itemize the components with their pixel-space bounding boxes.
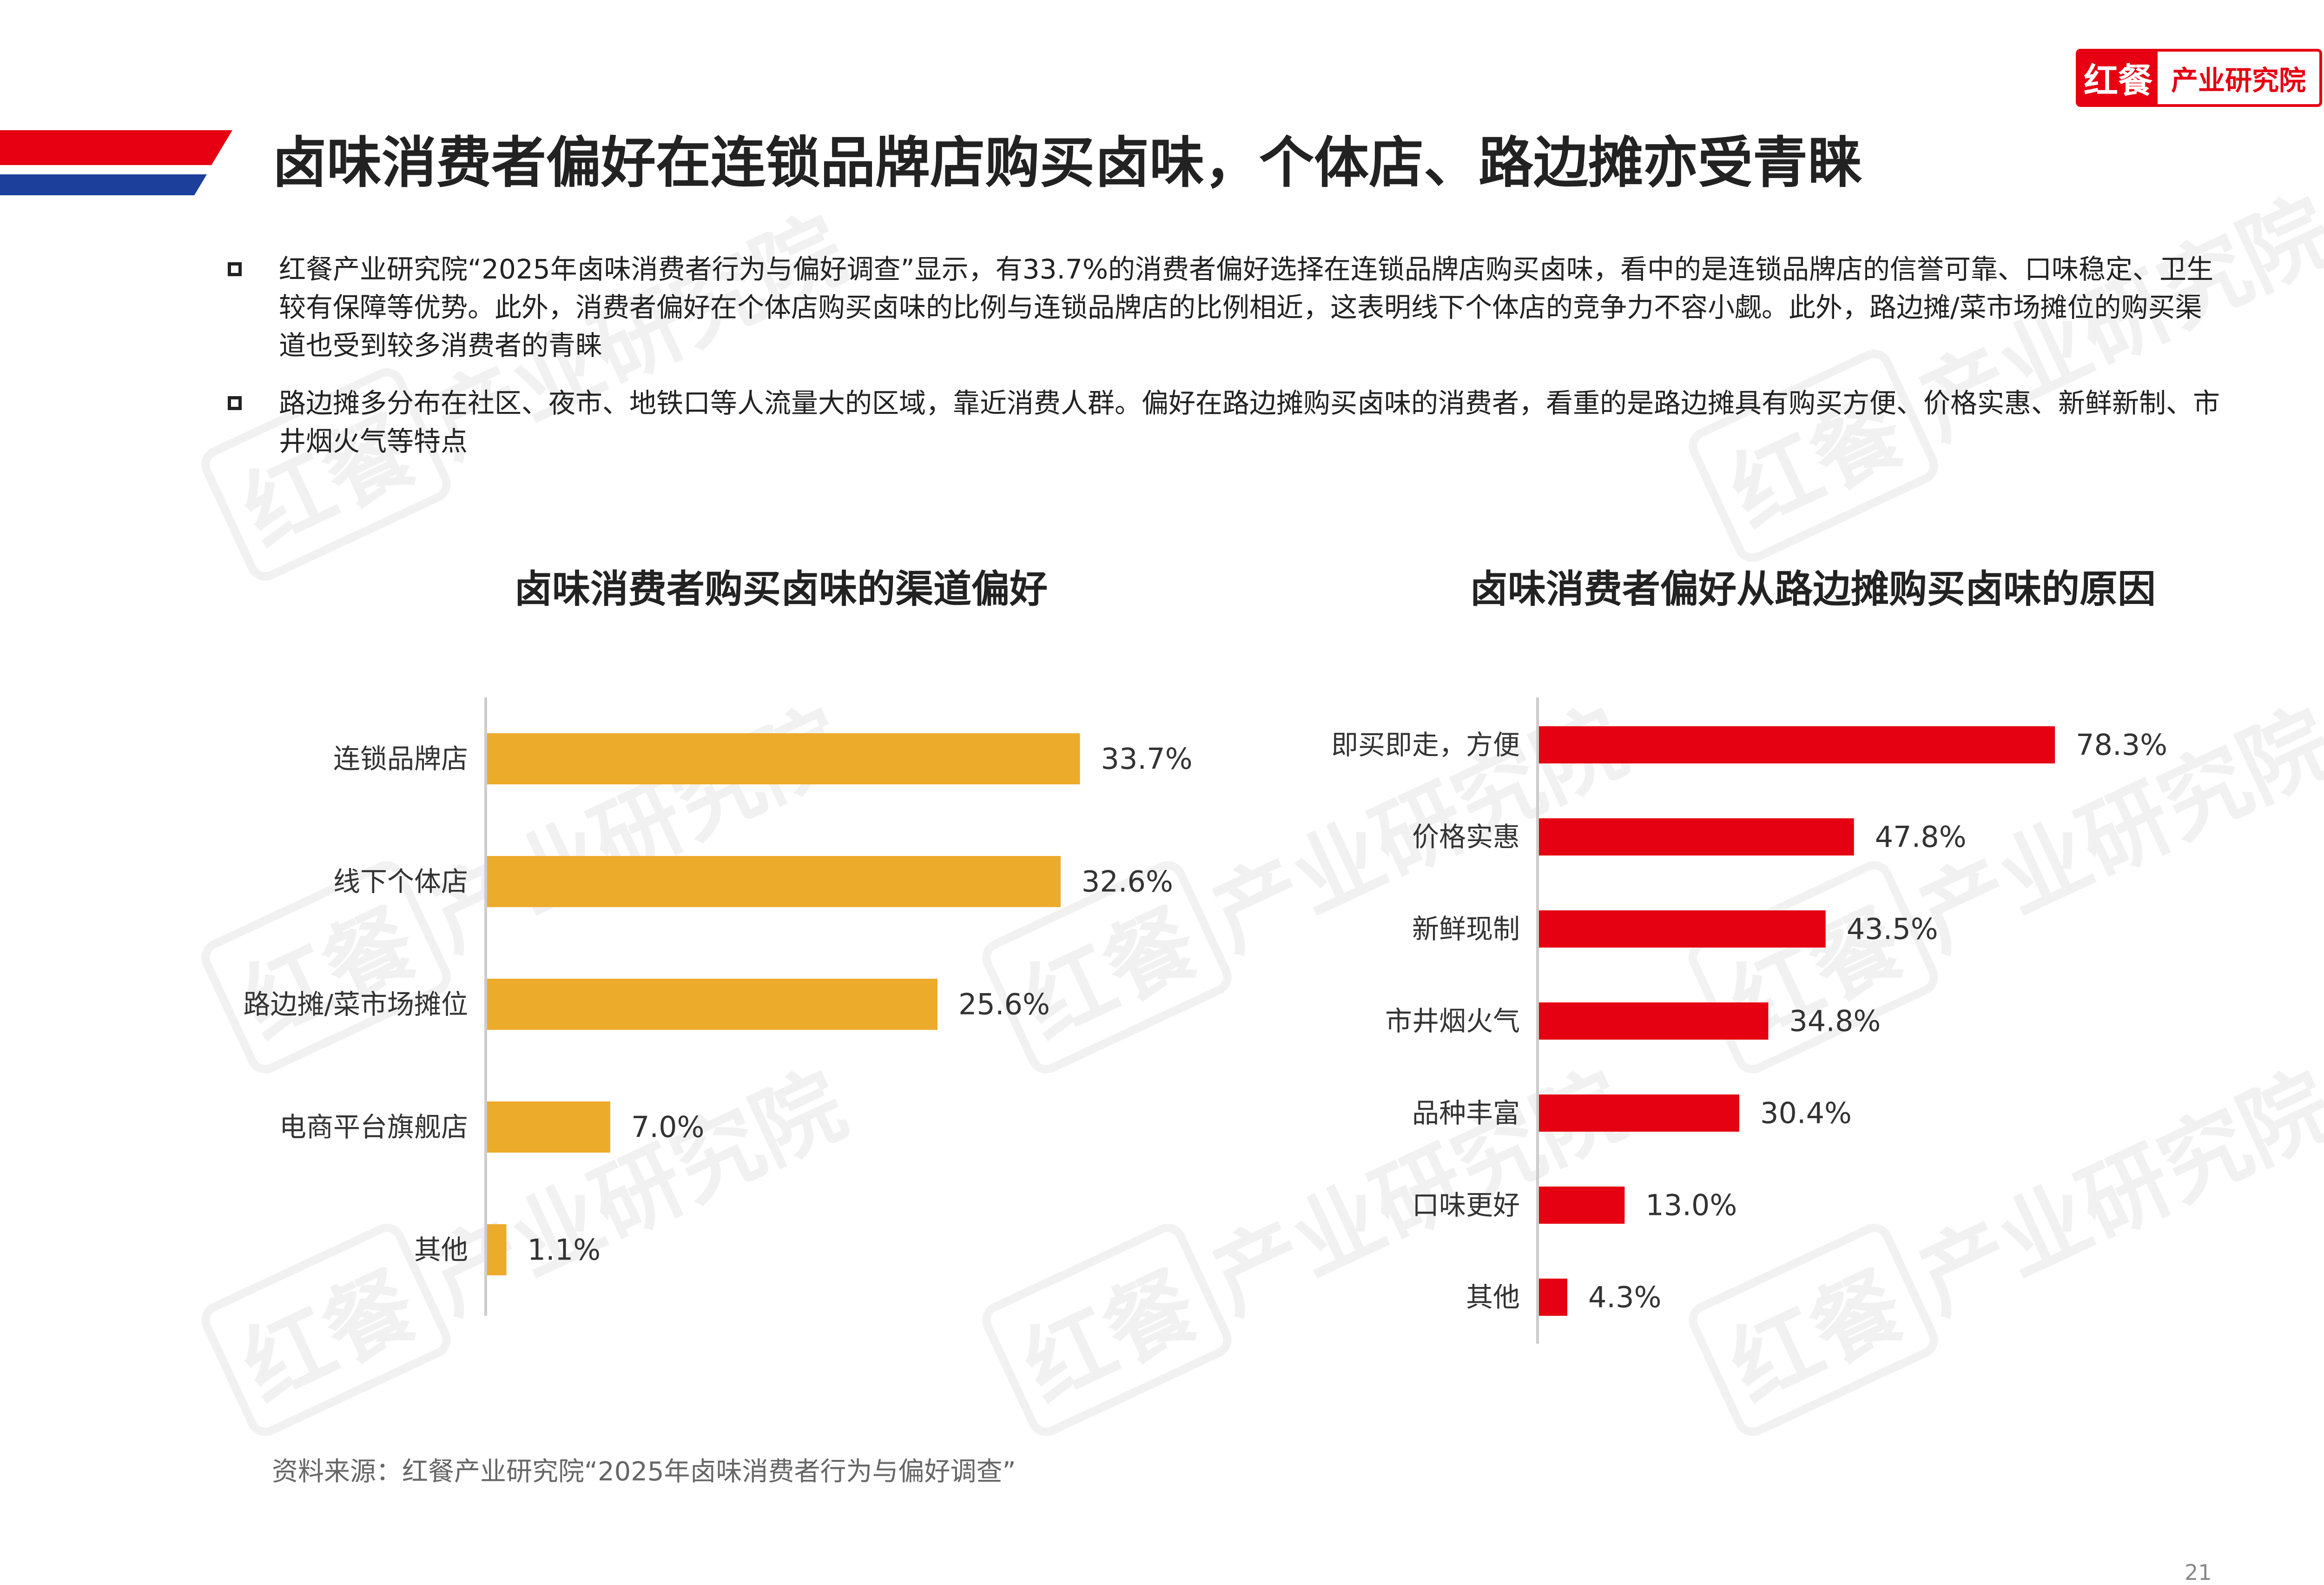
category-label: 其他 xyxy=(414,1234,468,1266)
bar xyxy=(1539,1187,1625,1224)
value-label: 34.8% xyxy=(1789,1004,1881,1038)
bar xyxy=(487,1101,610,1153)
category-label: 品种丰富 xyxy=(1412,1097,1520,1129)
source-note: 资料来源：红餐产业研究院“2025年卤味消费者行为与偏好调查” xyxy=(272,1457,1016,1487)
street-stall-reasons-bar-chart: 即买即走，方便 78.3% 价格实惠 47.8% 新鲜现制 43.5% 市井烟火气 34.8%… xyxy=(1331,697,2167,1344)
value-label: 78.3% xyxy=(2076,728,2167,762)
logo-mark: 红餐 xyxy=(2079,52,2158,104)
bullet-text: 路边摊多分布在社区、夜市、地铁口等人流量大的区域，靠近消费人群。偏好在路边摊购买… xyxy=(279,387,2220,457)
category-label: 其他 xyxy=(1466,1281,1520,1313)
value-label: 7.0% xyxy=(631,1110,705,1144)
bar xyxy=(487,979,938,1030)
bar xyxy=(1539,1279,1567,1316)
bullet-item: 红餐产业研究院“2025年卤味消费者行为与偏好调查”显示，有33.7%的消费者偏… xyxy=(228,250,2226,371)
value-label: 33.7% xyxy=(1101,742,1193,776)
category-label: 路边摊/菜市场摊位 xyxy=(243,988,468,1020)
category-label: 即买即走，方便 xyxy=(1331,729,1520,761)
value-label: 43.5% xyxy=(1847,912,1938,946)
brand-logo: 红餐 产业研究院 xyxy=(2076,49,2322,107)
bar xyxy=(487,856,1061,907)
bar xyxy=(1539,818,1854,856)
watermark: 红餐产业研究院 xyxy=(195,172,865,587)
category-label: 市井烟火气 xyxy=(1385,1005,1520,1037)
bar xyxy=(1539,1094,1740,1132)
bar xyxy=(1539,726,2055,763)
value-label: 25.6% xyxy=(958,988,1050,1021)
bar xyxy=(487,733,1080,784)
bullet-item: 路边摊多分布在社区、夜市、地铁口等人流量大的区域，靠近消费人群。偏好在路边摊购买… xyxy=(228,384,2226,468)
category-label: 新鲜现制 xyxy=(1412,913,1520,945)
bar xyxy=(1539,910,1826,948)
bullet-square-icon xyxy=(228,396,242,410)
logo-text: 产业研究院 xyxy=(2171,64,2306,96)
channel-preference-bar-chart: 连锁品牌店 33.7% 线下个体店 32.6% 路边摊/菜市场摊位 25.6% 电商平台旗舰… xyxy=(243,697,1193,1316)
value-label: 47.8% xyxy=(1875,820,1967,854)
page-number: 21 xyxy=(2185,1560,2212,1585)
value-label: 4.3% xyxy=(1588,1280,1662,1314)
header-accent-band xyxy=(0,130,232,195)
category-label: 线下个体店 xyxy=(333,866,468,897)
value-label: 13.0% xyxy=(1645,1188,1737,1222)
chart-title-channel-preference: 卤味消费者购买卤味的渠道偏好 xyxy=(514,567,1048,611)
value-label: 1.1% xyxy=(528,1233,601,1267)
page-title: 卤味消费者偏好在连锁品牌店购买卤味，个体店、路边摊亦受青睐 xyxy=(272,131,1863,195)
value-label: 30.4% xyxy=(1760,1096,1852,1130)
category-label: 连锁品牌店 xyxy=(333,743,468,775)
value-label: 32.6% xyxy=(1082,865,1173,899)
bullet-square-icon xyxy=(228,262,242,276)
bullet-text: 红餐产业研究院“2025年卤味消费者行为与偏好调查”显示，有33.7%的消费者偏… xyxy=(279,253,2213,361)
bar xyxy=(1539,1002,1769,1040)
bar xyxy=(487,1224,507,1275)
category-label: 电商平台旗舰店 xyxy=(279,1111,468,1143)
category-label: 口味更好 xyxy=(1412,1189,1520,1221)
chart-title-street-stall-reasons: 卤味消费者偏好从路边摊购买卤味的原因 xyxy=(1469,567,2156,611)
category-label: 价格实惠 xyxy=(1412,821,1520,853)
